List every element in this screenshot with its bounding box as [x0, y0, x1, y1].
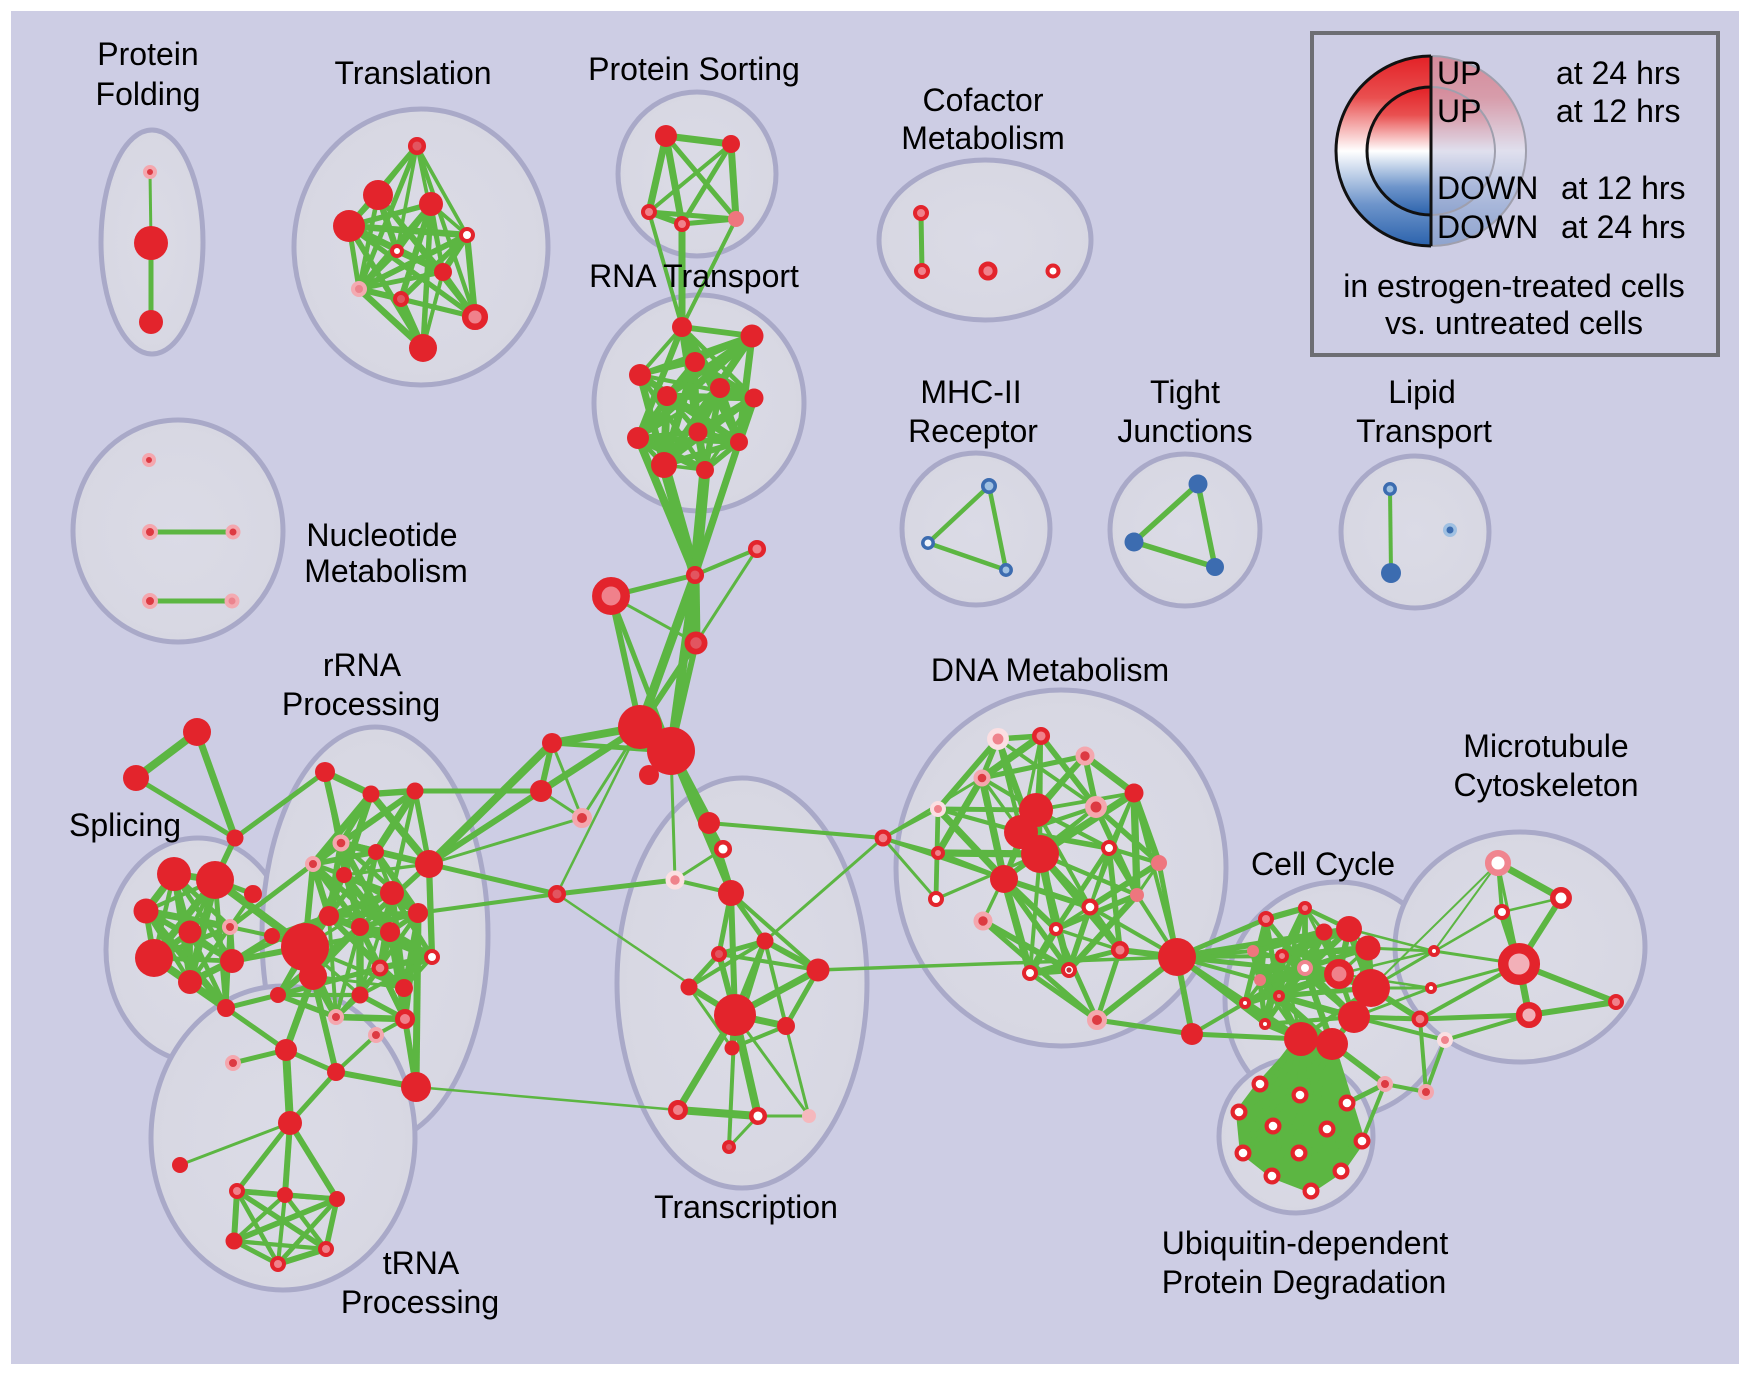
svg-text:DOWN: DOWN: [1437, 170, 1538, 206]
svg-text:Protein: Protein: [97, 36, 198, 72]
svg-text:Metabolism: Metabolism: [304, 553, 468, 589]
svg-text:DOWN: DOWN: [1437, 209, 1538, 245]
svg-text:MHC-II: MHC-II: [920, 374, 1021, 410]
svg-text:Transport: Transport: [1356, 413, 1492, 449]
svg-text:Translation: Translation: [334, 55, 491, 91]
svg-text:at 12 hrs: at 12 hrs: [1556, 93, 1681, 129]
svg-text:Ubiquitin-dependent: Ubiquitin-dependent: [1162, 1225, 1449, 1261]
svg-text:Transcription: Transcription: [654, 1189, 838, 1225]
svg-text:Cofactor: Cofactor: [923, 82, 1044, 118]
svg-text:Receptor: Receptor: [908, 413, 1038, 449]
svg-text:Cell Cycle: Cell Cycle: [1251, 846, 1395, 882]
svg-text:RNA Transport: RNA Transport: [589, 258, 799, 294]
svg-text:at 12 hrs: at 12 hrs: [1561, 170, 1686, 206]
svg-text:Splicing: Splicing: [69, 807, 181, 843]
svg-text:DNA Metabolism: DNA Metabolism: [931, 652, 1169, 688]
svg-text:Processing: Processing: [282, 686, 440, 722]
svg-text:Microtubule: Microtubule: [1463, 728, 1628, 764]
svg-text:UP: UP: [1437, 93, 1481, 129]
svg-text:Processing: Processing: [341, 1284, 499, 1320]
svg-text:UP: UP: [1437, 55, 1481, 91]
svg-text:Cytoskeleton: Cytoskeleton: [1454, 767, 1639, 803]
svg-text:Protein Degradation: Protein Degradation: [1162, 1264, 1447, 1300]
svg-text:Folding: Folding: [96, 76, 201, 112]
svg-text:rRNA: rRNA: [323, 647, 402, 683]
svg-text:at 24 hrs: at 24 hrs: [1556, 55, 1681, 91]
svg-text:Protein Sorting: Protein Sorting: [588, 51, 800, 87]
svg-text:Tight: Tight: [1150, 374, 1220, 410]
svg-text:in estrogen-treated cells: in estrogen-treated cells: [1343, 268, 1685, 304]
svg-text:Nucleotide: Nucleotide: [306, 517, 457, 553]
svg-text:Junctions: Junctions: [1117, 413, 1252, 449]
svg-text:Lipid: Lipid: [1388, 374, 1456, 410]
svg-text:at 24 hrs: at 24 hrs: [1561, 209, 1686, 245]
svg-text:tRNA: tRNA: [383, 1245, 460, 1281]
svg-text:Metabolism: Metabolism: [901, 120, 1065, 156]
svg-text:vs. untreated cells: vs. untreated cells: [1385, 305, 1643, 341]
